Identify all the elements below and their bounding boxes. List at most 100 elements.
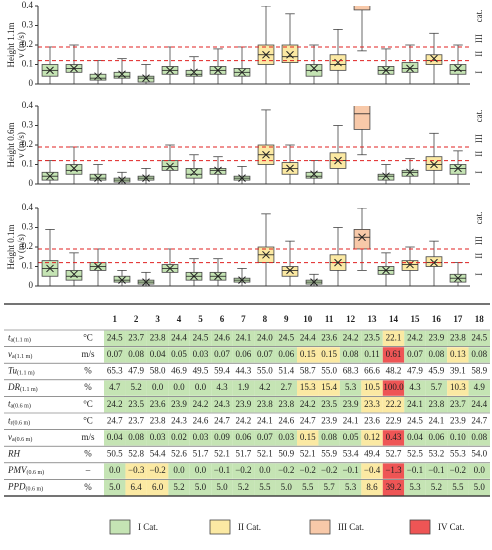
row-label-sub: r(0.6 m) — [11, 420, 31, 427]
box — [185, 167, 203, 179]
row-unit: °C — [83, 332, 93, 342]
row-unit: °C — [83, 415, 93, 425]
row-label-main: t — [8, 415, 11, 425]
column-header: 8 — [263, 314, 268, 324]
cell — [382, 363, 405, 380]
cell — [468, 380, 490, 396]
cell — [361, 430, 383, 446]
mean-marker — [142, 74, 150, 83]
zone-label: I — [474, 71, 484, 74]
cell-value: −0.2 — [321, 465, 337, 475]
mean-marker — [70, 64, 78, 73]
mean-marker — [118, 176, 126, 184]
cell — [211, 480, 233, 496]
cell — [361, 397, 383, 413]
cell — [447, 397, 469, 413]
cell-value: 24.2 — [107, 399, 123, 409]
cell — [254, 463, 276, 479]
legend-swatch — [409, 519, 431, 535]
cell-value: 5.2 — [131, 382, 142, 392]
cell — [232, 430, 255, 446]
cell-value: 0.05 — [171, 349, 187, 359]
legend-label: I Cat. — [138, 522, 158, 532]
cell-value: 22.9 — [386, 415, 402, 425]
cell-value: 2.7 — [281, 382, 293, 392]
cell — [339, 413, 362, 429]
mean-marker — [190, 68, 198, 77]
row-label-sub: a(1.1 m) — [12, 353, 32, 360]
cell — [361, 347, 383, 363]
mean-marker — [406, 168, 414, 177]
cell-value: 68.3 — [343, 366, 359, 376]
cell-value: 49.5 — [193, 366, 209, 376]
cell-value: 5.7 — [324, 482, 336, 492]
cell-value: 51.7 — [236, 449, 252, 459]
cell — [146, 397, 169, 413]
cell — [189, 330, 212, 346]
cell — [211, 397, 233, 413]
column-header: 7 — [241, 314, 246, 324]
cell-value: 0.08 — [343, 349, 359, 359]
cell-value: 23.8 — [450, 332, 466, 342]
cell-value: 24.5 — [278, 332, 294, 342]
cell-value: 24.5 — [471, 332, 487, 342]
cell — [189, 430, 212, 446]
cell-value: 58.7 — [300, 366, 316, 376]
row-unit: % — [84, 482, 92, 492]
cell — [168, 430, 190, 446]
mean-marker — [358, 233, 366, 242]
row-unit: °C — [83, 399, 93, 409]
cell-value: 0.0 — [259, 465, 271, 475]
cell-value: 24.0 — [257, 332, 273, 342]
box — [401, 169, 419, 177]
cell — [232, 463, 255, 479]
cell — [254, 413, 276, 429]
cell — [318, 480, 340, 496]
cell-value: −0.2 — [235, 465, 251, 475]
cell-value: 23.8 — [257, 399, 273, 409]
cell-value: −0.1 — [214, 465, 230, 475]
cell-value: 24.5 — [407, 415, 423, 425]
cell — [468, 480, 490, 496]
mean-marker — [94, 174, 102, 183]
cell-value: 24.7 — [471, 415, 487, 425]
cell-value: 100.0 — [383, 382, 404, 392]
legend-label: III Cat. — [338, 522, 364, 532]
cell — [125, 380, 147, 396]
cell — [232, 330, 255, 346]
cell — [211, 347, 233, 363]
mean-marker — [118, 70, 126, 79]
y-tick-label: 0.1 — [22, 59, 33, 69]
cell-value: 23.8 — [150, 332, 166, 342]
cell-value: 23.8 — [150, 415, 166, 425]
cell-value: 23.9 — [343, 399, 359, 409]
cell — [382, 413, 405, 429]
cell — [339, 380, 362, 396]
cell — [168, 397, 190, 413]
cell — [275, 330, 297, 346]
cell — [168, 380, 190, 396]
cell-value: 49.4 — [364, 449, 380, 459]
cell — [468, 330, 490, 346]
cell-value: 0.08 — [471, 349, 487, 359]
cell — [211, 463, 233, 479]
cell-value: 52.1 — [300, 449, 316, 459]
cell-value: 0.06 — [429, 432, 445, 442]
mean-marker — [238, 276, 246, 285]
cell-value: 24.1 — [257, 415, 273, 425]
cell-value: 47.9 — [128, 366, 144, 376]
cell — [339, 430, 362, 446]
y-tick-label: 0 — [29, 78, 34, 88]
cell-value: 0.03 — [193, 349, 209, 359]
cell — [275, 347, 297, 363]
cell — [232, 480, 255, 496]
cell-value: −0.3 — [128, 465, 145, 475]
cell — [404, 330, 426, 346]
box — [353, 106, 371, 130]
cell-value: 5.5 — [452, 482, 464, 492]
cell — [425, 463, 448, 479]
cell — [232, 413, 255, 429]
cell — [146, 330, 169, 346]
cell-value: 55.3 — [450, 449, 466, 459]
cell-value: −0.1 — [407, 465, 423, 475]
